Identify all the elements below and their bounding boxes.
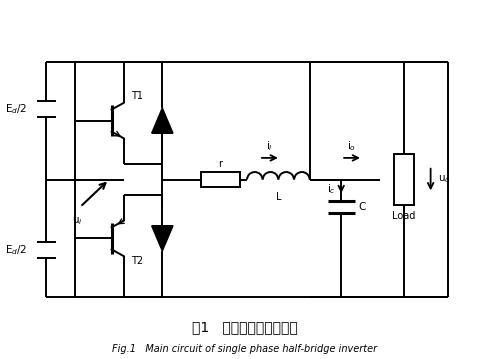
Text: r: r — [218, 159, 222, 168]
Text: 图1   单相半桥逆变器电路: 图1 单相半桥逆变器电路 — [191, 320, 297, 334]
Text: C: C — [357, 202, 365, 212]
Text: i$_c$: i$_c$ — [326, 182, 335, 196]
Text: Load: Load — [391, 211, 415, 221]
Text: i$_l$: i$_l$ — [265, 139, 273, 153]
Text: L: L — [275, 192, 281, 202]
Polygon shape — [151, 226, 173, 251]
Text: i$_o$: i$_o$ — [346, 139, 356, 153]
Text: Fig.1   Main circuit of single phase half-bridge inverter: Fig.1 Main circuit of single phase half-… — [112, 344, 376, 354]
Bar — [393, 154, 413, 205]
Text: u$_i$: u$_i$ — [72, 215, 83, 227]
Text: u$_o$: u$_o$ — [437, 174, 450, 185]
Text: T1: T1 — [131, 91, 142, 101]
Bar — [201, 172, 239, 187]
Text: T2: T2 — [131, 256, 142, 266]
Text: E$_d$/2: E$_d$/2 — [5, 243, 27, 257]
Polygon shape — [151, 108, 173, 133]
Text: E$_d$/2: E$_d$/2 — [5, 102, 27, 116]
